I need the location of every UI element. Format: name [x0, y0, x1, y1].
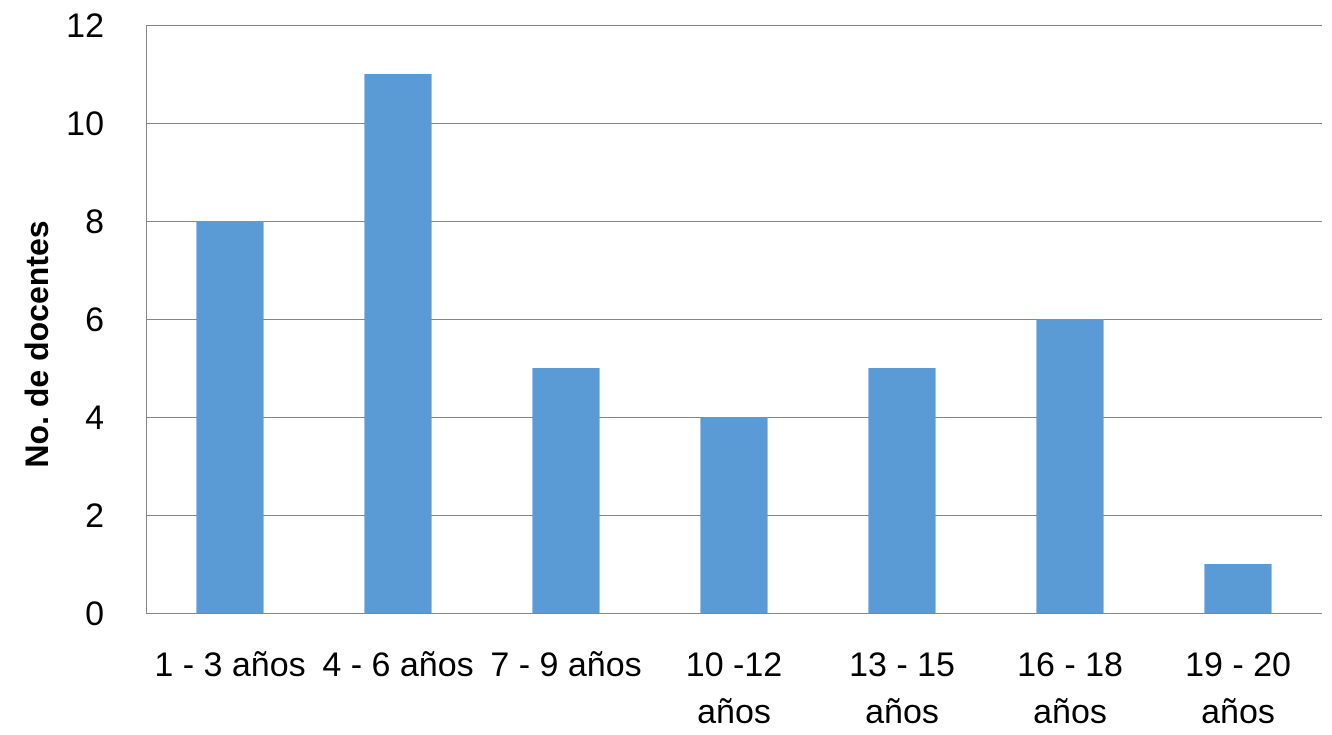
- x-tick-label: 16 - 18 años: [1017, 646, 1123, 731]
- y-tick-label: 6: [85, 301, 104, 339]
- bars: [146, 74, 1322, 614]
- bar: [1204, 564, 1272, 613]
- x-tick-label: 19 - 20 años: [1185, 646, 1291, 731]
- y-tick-label: 10: [66, 105, 104, 143]
- x-tick-label: 13 - 15 años: [849, 646, 955, 731]
- bar: [700, 417, 768, 613]
- x-tick-labels: 1 - 3 años 4 - 6 años 7 - 9 años 10 -12 años…: [154, 646, 1291, 731]
- y-tick-label: 0: [85, 595, 104, 633]
- bar: [868, 368, 936, 613]
- y-tick-label: 2: [85, 497, 104, 535]
- y-axis-title: No. de docentes: [19, 220, 55, 467]
- bar: [196, 221, 264, 613]
- x-tick-label: 4 - 6 años: [322, 646, 473, 684]
- y-tick-label: 4: [85, 399, 104, 437]
- y-tick-label: 12: [66, 7, 104, 45]
- y-tick-labels: 0 2 4 6 8 10 12: [66, 7, 104, 633]
- x-tick-label: 1 - 3 años: [154, 646, 305, 684]
- bar: [1036, 319, 1104, 613]
- gridlines: [146, 25, 1322, 613]
- x-tick-label: 10 -12 años: [686, 646, 782, 731]
- y-tick-label: 8: [85, 203, 104, 241]
- bar: [364, 74, 432, 613]
- bar: [532, 368, 600, 613]
- x-tick-label: 7 - 9 años: [490, 646, 641, 684]
